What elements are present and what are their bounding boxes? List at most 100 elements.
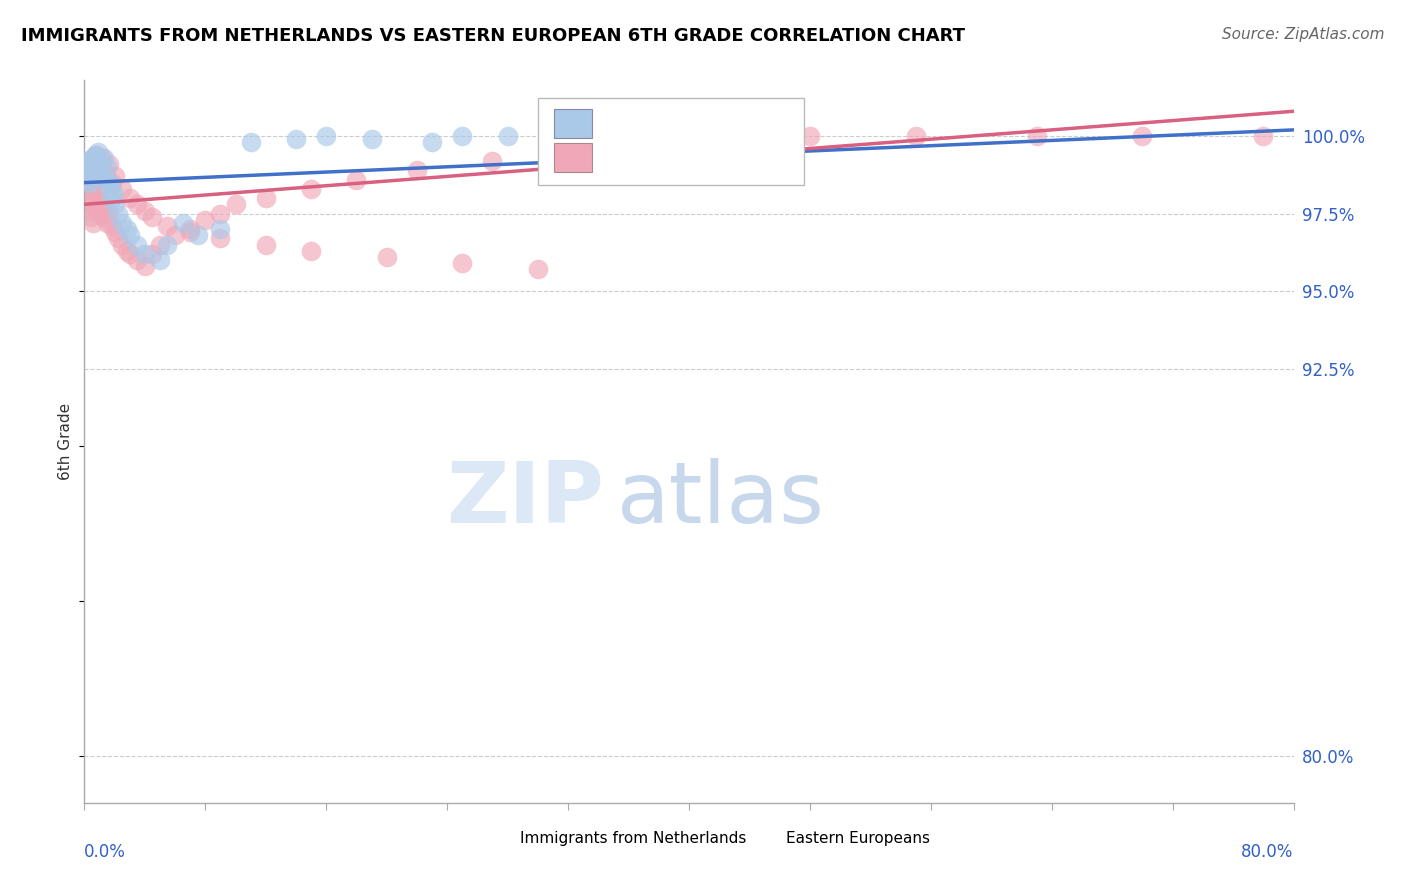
Point <box>79 157 101 171</box>
Point <box>77 172 100 186</box>
Point <box>97 176 120 190</box>
Point <box>80 188 103 202</box>
Point <box>209 206 232 220</box>
Point <box>141 247 163 261</box>
Point <box>254 237 277 252</box>
Point <box>118 228 141 243</box>
Point <box>104 225 127 239</box>
Point <box>360 132 382 146</box>
Point <box>209 231 232 245</box>
Point <box>111 182 134 196</box>
Point <box>156 237 179 252</box>
Point <box>87 203 110 218</box>
Point <box>77 182 100 196</box>
Point <box>96 160 118 174</box>
Point <box>101 185 124 199</box>
Point <box>496 129 519 144</box>
Point <box>80 210 103 224</box>
Text: R = 0.394: R = 0.394 <box>602 111 700 128</box>
Point <box>754 129 776 144</box>
Point <box>79 166 101 180</box>
Point <box>84 157 107 171</box>
FancyBboxPatch shape <box>538 98 804 185</box>
Point <box>156 219 179 233</box>
Point <box>97 206 120 220</box>
FancyBboxPatch shape <box>554 109 592 138</box>
Point <box>97 157 120 171</box>
Point <box>77 166 100 180</box>
Point <box>134 247 156 261</box>
Point <box>94 166 117 180</box>
Text: N =  81: N = 81 <box>702 145 775 163</box>
Point <box>134 260 156 274</box>
Point <box>315 129 337 144</box>
Point <box>141 210 163 224</box>
Point <box>107 231 129 245</box>
Point <box>80 172 103 186</box>
Point <box>86 153 108 168</box>
Point <box>209 222 232 236</box>
Point <box>79 160 101 174</box>
Point <box>451 256 474 270</box>
Point <box>375 250 398 264</box>
Point <box>406 163 429 178</box>
Point <box>76 166 98 180</box>
Point <box>149 253 172 268</box>
Point <box>93 210 115 224</box>
Point <box>179 225 201 239</box>
Point <box>107 206 129 220</box>
Point <box>481 153 503 168</box>
Point <box>104 169 127 184</box>
Point <box>75 176 97 190</box>
Point <box>111 216 134 230</box>
Point <box>80 160 103 174</box>
Point <box>90 157 112 171</box>
Point <box>76 163 98 178</box>
Point <box>134 203 156 218</box>
Point <box>115 222 138 236</box>
Point <box>1025 129 1047 144</box>
Point <box>77 197 100 211</box>
Point <box>87 145 110 159</box>
Point <box>84 163 107 178</box>
Point <box>82 160 104 174</box>
Point <box>86 185 108 199</box>
Point <box>1253 129 1275 144</box>
Point <box>82 191 104 205</box>
Point <box>904 129 927 144</box>
FancyBboxPatch shape <box>747 825 779 851</box>
Point <box>76 153 98 168</box>
Point <box>98 182 121 196</box>
Point <box>90 206 112 220</box>
Point <box>602 129 624 144</box>
Point <box>127 237 149 252</box>
Point <box>127 253 149 268</box>
Point <box>91 197 114 211</box>
Point <box>86 166 108 180</box>
Point <box>187 228 209 243</box>
Point <box>86 147 108 161</box>
Point <box>678 136 700 150</box>
Point <box>91 151 114 165</box>
Point <box>100 219 122 233</box>
Point <box>100 176 122 190</box>
Point <box>82 151 104 165</box>
Y-axis label: 6th Grade: 6th Grade <box>58 403 73 480</box>
Point <box>93 151 115 165</box>
Text: Source: ZipAtlas.com: Source: ZipAtlas.com <box>1222 27 1385 42</box>
Text: 80.0%: 80.0% <box>1241 843 1294 861</box>
Point <box>115 244 138 258</box>
Point <box>82 176 104 190</box>
Point <box>527 262 550 277</box>
Point <box>84 147 107 161</box>
Point <box>76 153 98 168</box>
Point <box>80 178 103 193</box>
Point <box>83 182 105 196</box>
Point <box>84 197 107 211</box>
Text: R = 0.603: R = 0.603 <box>602 145 700 163</box>
Point <box>799 129 821 144</box>
Text: N = 49: N = 49 <box>702 111 769 128</box>
Point <box>299 244 322 258</box>
Point <box>94 172 117 186</box>
Point <box>194 212 217 227</box>
